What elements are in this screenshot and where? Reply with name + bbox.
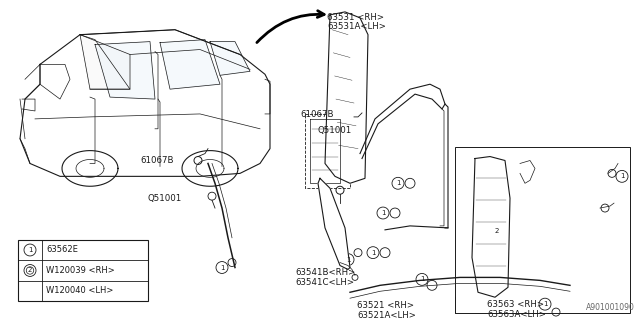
Text: 63531A<LH>: 63531A<LH> bbox=[327, 22, 386, 31]
Text: Q51001 (ref): Q51001 (ref) bbox=[323, 210, 358, 215]
Text: 63563A<LH>: 63563A<LH> bbox=[487, 309, 546, 319]
Text: 1: 1 bbox=[620, 173, 624, 179]
Text: 63531 <RH>: 63531 <RH> bbox=[327, 13, 384, 22]
Bar bbox=[305, 114, 350, 188]
Polygon shape bbox=[472, 156, 510, 297]
Text: 61067B: 61067B bbox=[300, 110, 333, 119]
Text: 63541C<LH>: 63541C<LH> bbox=[295, 278, 354, 287]
Text: 2: 2 bbox=[495, 228, 499, 234]
Text: 61067B: 61067B bbox=[140, 156, 173, 165]
Text: 1: 1 bbox=[28, 247, 32, 253]
Polygon shape bbox=[95, 42, 155, 99]
Text: 63541B<RH>: 63541B<RH> bbox=[295, 268, 355, 277]
Text: 1: 1 bbox=[371, 250, 375, 256]
Text: Q51001: Q51001 bbox=[318, 126, 352, 135]
Text: 1: 1 bbox=[543, 301, 547, 307]
Text: 1: 1 bbox=[420, 276, 424, 282]
Text: 63562E: 63562E bbox=[46, 245, 78, 254]
Text: 63521A<LH>: 63521A<LH> bbox=[357, 310, 416, 320]
Polygon shape bbox=[318, 178, 350, 269]
Text: Q51001: Q51001 bbox=[148, 194, 182, 203]
Polygon shape bbox=[325, 12, 368, 183]
Text: 63521 <RH>: 63521 <RH> bbox=[357, 301, 414, 310]
Polygon shape bbox=[20, 30, 270, 176]
Bar bbox=[455, 147, 630, 313]
Text: 1: 1 bbox=[220, 265, 224, 270]
Bar bbox=[18, 240, 148, 301]
Polygon shape bbox=[160, 40, 220, 89]
Text: A901001090: A901001090 bbox=[586, 303, 635, 312]
Text: 2: 2 bbox=[28, 268, 32, 274]
Polygon shape bbox=[80, 35, 130, 89]
Polygon shape bbox=[210, 42, 250, 75]
Text: 1: 1 bbox=[381, 210, 385, 216]
FancyArrowPatch shape bbox=[257, 11, 324, 43]
Text: 1: 1 bbox=[346, 257, 350, 263]
Text: 1: 1 bbox=[396, 180, 400, 186]
Text: W120039 <RH>: W120039 <RH> bbox=[46, 266, 115, 275]
Text: 63563 <RH>: 63563 <RH> bbox=[487, 300, 544, 309]
Text: W120040 <LH>: W120040 <LH> bbox=[46, 286, 113, 295]
